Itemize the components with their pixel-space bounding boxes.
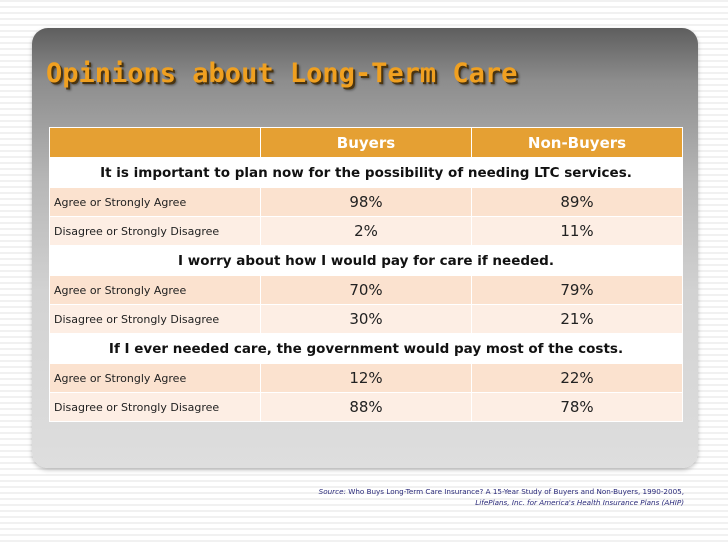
buyers-value: 98%	[260, 187, 472, 217]
header-buyers: Buyers	[260, 127, 472, 158]
source-line-2: LifePlans, Inc. for America's Health Ins…	[475, 498, 684, 507]
buyers-value: 88%	[260, 392, 472, 422]
row-label: Agree or Strongly Agree	[49, 275, 261, 305]
opinions-table: Buyers Non-Buyers It is important to pla…	[49, 127, 683, 422]
row-label: Agree or Strongly Agree	[49, 363, 261, 393]
section-question: It is important to plan now for the poss…	[49, 157, 683, 188]
section-question: I worry about how I would pay for care i…	[49, 245, 683, 276]
row-label: Disagree or Strongly Disagree	[49, 392, 261, 422]
table-row: Disagree or Strongly Disagree 30% 21%	[49, 304, 683, 334]
row-label: Disagree or Strongly Disagree	[49, 216, 261, 246]
buyers-value: 70%	[260, 275, 472, 305]
row-label: Agree or Strongly Agree	[49, 187, 261, 217]
buyers-value: 2%	[260, 216, 472, 246]
table-row: Disagree or Strongly Disagree 88% 78%	[49, 392, 683, 422]
non-buyers-value: 79%	[471, 275, 683, 305]
buyers-value: 12%	[260, 363, 472, 393]
non-buyers-value: 89%	[471, 187, 683, 217]
section-question-row: It is important to plan now for the poss…	[49, 157, 683, 188]
section-question: If I ever needed care, the government wo…	[49, 333, 683, 364]
slide-title: Opinions about Long-Term Care	[46, 58, 518, 89]
row-label: Disagree or Strongly Disagree	[49, 304, 261, 334]
source-citation: Source: Who Buys Long-Term Care Insuranc…	[224, 486, 684, 508]
header-non-buyers: Non-Buyers	[471, 127, 683, 158]
table-row: Agree or Strongly Agree 98% 89%	[49, 187, 683, 217]
section-question-row: If I ever needed care, the government wo…	[49, 333, 683, 364]
non-buyers-value: 78%	[471, 392, 683, 422]
non-buyers-value: 22%	[471, 363, 683, 393]
table-row: Disagree or Strongly Disagree 2% 11%	[49, 216, 683, 246]
header-empty	[49, 127, 261, 158]
non-buyers-value: 21%	[471, 304, 683, 334]
table-row: Agree or Strongly Agree 70% 79%	[49, 275, 683, 305]
source-label: Source:	[318, 487, 346, 496]
table-header-row: Buyers Non-Buyers	[49, 127, 683, 158]
section-question-row: I worry about how I would pay for care i…	[49, 245, 683, 276]
buyers-value: 30%	[260, 304, 472, 334]
non-buyers-value: 11%	[471, 216, 683, 246]
source-line-1: Who Buys Long-Term Care Insurance? A 15-…	[348, 487, 684, 496]
table-row: Agree or Strongly Agree 12% 22%	[49, 363, 683, 393]
